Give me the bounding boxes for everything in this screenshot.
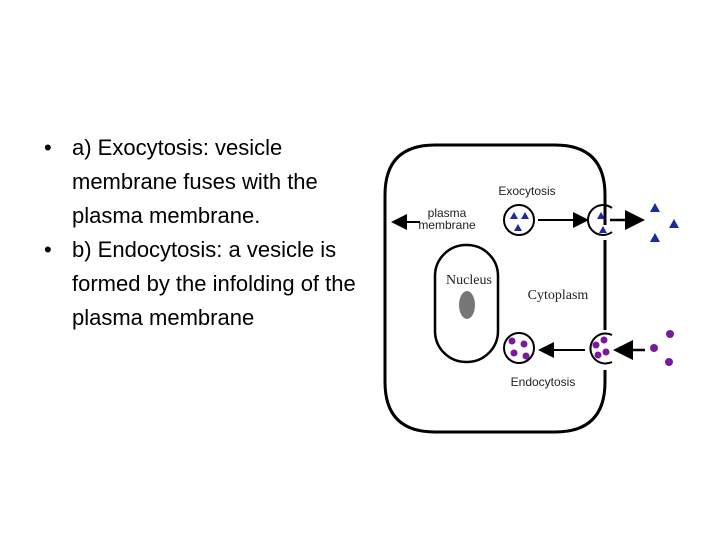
fusing-vesicle — [587, 204, 613, 236]
infolding — [589, 332, 613, 365]
molecules — [597, 212, 607, 233]
vesicle — [503, 204, 535, 236]
label: Exocytosis — [498, 184, 555, 198]
label: Cytoplasm — [528, 288, 589, 303]
particles — [592, 336, 610, 359]
particles — [650, 330, 674, 366]
molecules — [510, 212, 529, 231]
molecules — [650, 203, 679, 242]
label-box: plasma membrane — [418, 207, 476, 232]
nucleolus — [459, 291, 475, 319]
particles — [508, 337, 530, 360]
vesicle — [503, 332, 535, 364]
bullet: b) Endocytosis: a vesicle is formed by t… — [40, 233, 362, 335]
bullet: a) Exocytosis: vesicle membrane fuses wi… — [40, 131, 362, 233]
label: Endocytosis — [511, 375, 576, 389]
bullet-list: a) Exocytosis: vesicle membrane fuses wi… — [40, 131, 370, 335]
label: Nucleus — [446, 273, 492, 288]
cell-membrane — [383, 143, 607, 434]
label: plasma membrane — [418, 207, 476, 232]
nucleus-outline — [433, 243, 500, 364]
